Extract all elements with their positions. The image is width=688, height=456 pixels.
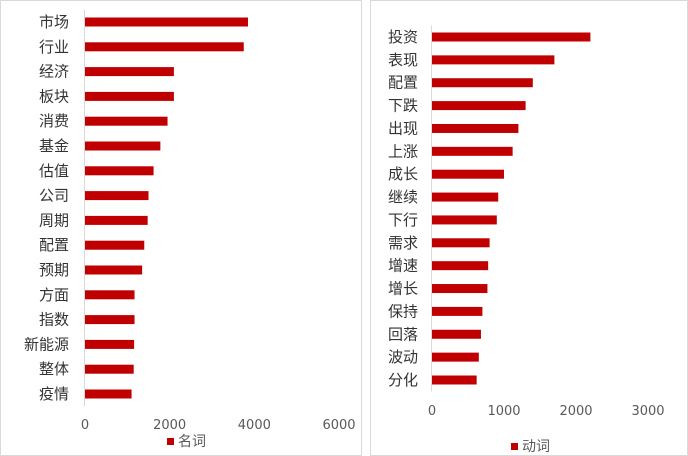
noun-bar <box>85 116 168 126</box>
noun-category-label: 基金 <box>39 137 69 155</box>
verb-category-label: 下行 <box>388 211 418 229</box>
verb-x-tick-label: 1000 <box>487 404 520 419</box>
noun-legend-label: 名词 <box>178 434 206 450</box>
verb-category-label: 分化 <box>388 371 418 389</box>
noun-category-label: 预期 <box>39 261 69 279</box>
verb-category-label: 上涨 <box>388 142 418 160</box>
noun-category-label: 指数 <box>39 311 69 329</box>
verb-bar <box>432 329 481 339</box>
verb-bar <box>432 123 519 133</box>
verb-category-label: 增长 <box>388 280 418 298</box>
noun-category-label: 市场 <box>39 13 69 31</box>
noun-bar <box>85 339 135 349</box>
noun-bar <box>85 315 135 325</box>
verb-category-label: 需求 <box>388 234 418 252</box>
noun-x-tick-label: 4000 <box>238 418 271 433</box>
verb-bar <box>432 261 489 271</box>
noun-category-label: 公司 <box>39 187 69 205</box>
noun-category-label: 消费 <box>39 112 69 130</box>
verb-category-label: 继续 <box>388 188 418 206</box>
noun-bar <box>85 265 143 275</box>
verb-legend-swatch <box>511 443 518 450</box>
noun-bar <box>85 42 244 52</box>
noun-bar <box>85 240 145 250</box>
verb-category-label: 保持 <box>388 302 418 320</box>
noun-chart-panel: 市场行业经济板块消费基金估值公司周期配置预期方面指数新能源整体疫情 0 2000 40… <box>0 0 362 456</box>
noun-category-label: 行业 <box>39 38 69 56</box>
verb-category-label: 增速 <box>388 257 418 275</box>
verb-category-label: 下跌 <box>388 97 418 115</box>
noun-bar <box>85 364 134 374</box>
noun-bar <box>85 91 174 101</box>
noun-bar <box>85 389 132 399</box>
verb-bar <box>432 78 533 88</box>
verb-x-tick-label: 2000 <box>559 404 592 419</box>
noun-category-label: 方面 <box>39 286 69 304</box>
noun-category-label: 疫情 <box>39 385 69 403</box>
verb-bar <box>432 192 499 202</box>
verb-bar <box>432 101 526 111</box>
verb-category-label: 配置 <box>388 74 418 92</box>
verb-category-label: 成长 <box>388 165 418 183</box>
noun-bar <box>85 290 135 300</box>
noun-x-tick-label: 0 <box>81 418 89 433</box>
verb-category-label: 表现 <box>388 51 418 69</box>
noun-legend: 名词 <box>167 434 206 450</box>
verb-bar <box>432 284 488 294</box>
verb-bar <box>432 375 477 385</box>
verb-chart-panel: 投资表现配置下跌出现上涨成长继续下行需求增速增长保持回落波动分化 0 1000 200… <box>370 0 688 456</box>
noun-category-label: 整体 <box>39 360 69 378</box>
noun-category-label: 配置 <box>39 236 69 254</box>
noun-bar <box>85 215 148 225</box>
noun-legend-swatch <box>167 438 174 445</box>
noun-x-tick-label: 6000 <box>322 418 355 433</box>
noun-bar <box>85 166 154 176</box>
verb-bar <box>432 146 513 156</box>
noun-x-tick-label: 2000 <box>153 418 186 433</box>
verb-x-tick-label: 3000 <box>631 404 664 419</box>
noun-bar <box>85 67 174 77</box>
noun-category-label: 板块 <box>39 87 69 105</box>
verb-bar <box>432 306 483 316</box>
noun-category-label: 估值 <box>39 162 69 180</box>
noun-category-label: 经济 <box>39 63 69 81</box>
verb-bar <box>432 215 497 225</box>
noun-category-label: 周期 <box>39 211 69 229</box>
verb-bar <box>432 169 504 179</box>
verb-category-label: 回落 <box>388 325 418 343</box>
noun-bar <box>85 191 149 201</box>
noun-bar <box>85 17 248 27</box>
verb-x-tick-label: 0 <box>428 404 436 419</box>
verb-bar <box>432 55 555 65</box>
verb-bar <box>432 238 490 248</box>
noun-category-label: 新能源 <box>24 335 69 353</box>
verb-legend: 动词 <box>511 439 550 455</box>
verb-bar <box>432 32 591 42</box>
verb-category-label: 波动 <box>388 348 418 366</box>
verb-legend-label: 动词 <box>522 439 550 455</box>
noun-bar <box>85 141 161 151</box>
verb-bar <box>432 352 479 362</box>
verb-category-label: 出现 <box>388 119 418 137</box>
verb-category-label: 投资 <box>388 28 418 46</box>
